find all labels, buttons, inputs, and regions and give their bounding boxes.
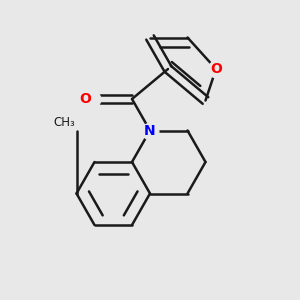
Text: O: O <box>210 62 222 76</box>
Text: CH₃: CH₃ <box>53 116 75 129</box>
Text: O: O <box>80 92 92 106</box>
Text: N: N <box>144 124 156 137</box>
